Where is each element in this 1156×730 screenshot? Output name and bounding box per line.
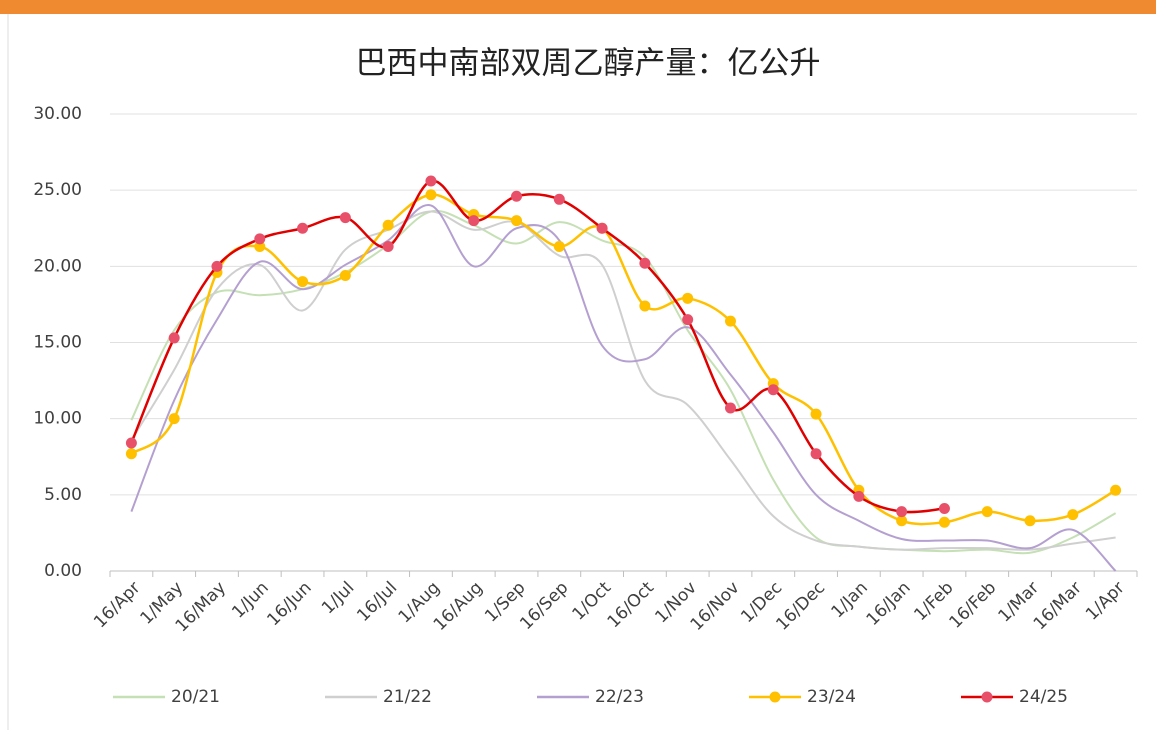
point-marker — [511, 190, 523, 202]
point-marker — [767, 384, 779, 396]
point-marker — [297, 222, 309, 234]
point-marker — [1067, 509, 1079, 521]
point-marker — [339, 269, 351, 281]
point-marker — [1024, 515, 1036, 527]
legend-marker — [769, 691, 781, 703]
x-tick-label: 16/Dec — [772, 578, 829, 635]
point-marker — [553, 241, 565, 253]
point-marker — [1110, 484, 1122, 496]
x-tick-label: 16/Sep — [516, 578, 572, 634]
point-marker — [382, 241, 394, 253]
point-marker — [168, 332, 180, 344]
point-marker — [938, 503, 950, 515]
point-marker — [938, 516, 950, 528]
y-tick-label: 15.00 — [33, 333, 82, 353]
x-tick-label: 16/Mar — [1030, 578, 1086, 634]
series-line — [130, 204, 1117, 572]
point-marker — [468, 215, 480, 227]
point-marker — [810, 408, 822, 420]
legend-label: 22/23 — [595, 687, 644, 707]
series-line — [130, 209, 1117, 555]
point-marker — [682, 292, 694, 304]
legend-label: 20/21 — [171, 687, 220, 707]
point-marker — [853, 490, 865, 502]
x-tick-label: 16/Apr — [90, 578, 144, 632]
y-tick-label: 10.00 — [33, 409, 82, 429]
point-marker — [254, 233, 266, 245]
top-bar — [0, 0, 1156, 14]
point-marker — [639, 257, 651, 269]
point-marker — [125, 448, 137, 460]
legend-label: 21/22 — [383, 687, 432, 707]
point-marker — [639, 300, 651, 312]
y-tick-label: 0.00 — [44, 561, 82, 581]
series-line — [130, 210, 1116, 551]
x-tick-label: 16/Oct — [604, 578, 659, 633]
legend-label: 24/25 — [1019, 687, 1068, 707]
point-marker — [254, 241, 266, 253]
x-tick-label: 16/Jul — [353, 578, 401, 626]
point-marker — [297, 276, 309, 288]
series-line — [130, 179, 945, 514]
point-marker — [896, 506, 908, 518]
point-marker — [382, 219, 394, 231]
x-tick-label: 16/Jan — [863, 578, 915, 630]
x-tick-label: 16/Feb — [946, 578, 1001, 633]
y-tick-label: 20.00 — [33, 256, 82, 276]
point-marker — [553, 193, 565, 205]
chart-title: 巴西中南部双周乙醇产量：亿公升 — [356, 46, 821, 82]
point-marker — [511, 215, 523, 227]
point-marker — [125, 437, 137, 449]
point-marker — [339, 212, 351, 224]
legend-label: 23/24 — [807, 687, 856, 707]
legend-marker — [981, 691, 993, 703]
x-tick-label: 1/Apr — [1082, 578, 1129, 625]
point-marker — [724, 315, 736, 327]
y-tick-label: 25.00 — [33, 180, 82, 200]
point-marker — [596, 222, 608, 234]
point-marker — [810, 448, 822, 460]
point-marker — [724, 402, 736, 414]
point-marker — [168, 413, 180, 425]
point-marker — [425, 175, 437, 187]
y-tick-label: 5.00 — [44, 485, 82, 505]
point-marker — [682, 314, 694, 326]
point-marker — [981, 506, 993, 518]
point-marker — [211, 260, 223, 272]
point-marker — [425, 189, 437, 201]
x-tick-label: 16/Jun — [263, 578, 315, 630]
y-tick-label: 30.00 — [33, 104, 82, 124]
point-marker — [896, 515, 908, 527]
